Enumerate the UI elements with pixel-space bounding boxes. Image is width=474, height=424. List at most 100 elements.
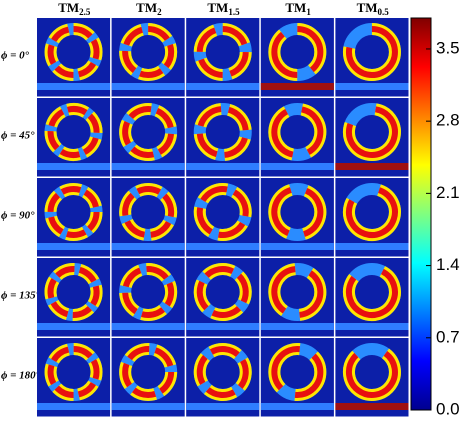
waveguide xyxy=(335,323,409,330)
field-lobe xyxy=(47,186,100,238)
field-lobe xyxy=(196,266,249,318)
column-label-sub: 2.5 xyxy=(79,7,91,17)
ring-core xyxy=(207,117,238,147)
field-lobe xyxy=(345,26,398,78)
field-lobe xyxy=(47,346,100,398)
column-label-base: TM xyxy=(207,0,228,15)
waveguide xyxy=(335,163,409,170)
ring-core xyxy=(356,277,387,307)
waveguide xyxy=(37,83,111,90)
column-label-sub: 1 xyxy=(306,7,311,17)
field-lobe xyxy=(196,26,249,78)
field-lobe xyxy=(271,266,324,318)
column-label: TM1 xyxy=(285,0,311,17)
waveguide xyxy=(186,83,260,90)
colorbar-tick-label: 2.8 xyxy=(436,111,460,130)
column-label: TM0.5 xyxy=(357,0,390,17)
row-label: ϕ = 0° xyxy=(1,50,30,62)
ring-core xyxy=(133,197,164,227)
ring-core xyxy=(58,197,89,227)
waveguide xyxy=(111,83,185,90)
field-lobe xyxy=(122,186,175,238)
field-lobe xyxy=(196,186,249,238)
ring-core xyxy=(356,357,387,387)
row-label: ϕ = 180° xyxy=(1,370,41,382)
row-label: ϕ = 45° xyxy=(1,130,35,142)
ring-core xyxy=(133,357,164,387)
field-lobe xyxy=(345,106,398,158)
column-label-base: TM xyxy=(285,0,306,15)
field-lobe xyxy=(122,346,175,398)
ring-core xyxy=(207,277,238,307)
column-label-base: TM xyxy=(136,0,157,15)
colorbar-tick-label: 0.7 xyxy=(436,327,460,346)
field-lobe xyxy=(47,26,100,78)
waveguide xyxy=(335,403,409,410)
field-lobe xyxy=(122,266,175,318)
field-lobe xyxy=(345,346,398,398)
field-lobe xyxy=(196,106,249,159)
colorbar-tick-label: 0.0 xyxy=(436,399,460,418)
field-lobe xyxy=(271,186,324,239)
ring-core xyxy=(207,197,238,227)
ring-core xyxy=(58,277,89,307)
field-lobe xyxy=(271,26,324,78)
field-lobe xyxy=(122,106,175,158)
column-label: TM2.5 xyxy=(58,0,91,17)
waveguide xyxy=(335,83,409,90)
waveguide xyxy=(111,323,185,330)
waveguide xyxy=(111,243,185,250)
ring-core xyxy=(133,117,164,147)
ring-core xyxy=(58,117,89,147)
ring-core xyxy=(282,277,313,307)
ring-core xyxy=(133,277,164,307)
waveguide xyxy=(260,163,334,170)
waveguide xyxy=(335,243,409,250)
field-lobe xyxy=(345,186,398,238)
ring-core xyxy=(133,37,164,67)
colorbar xyxy=(410,17,432,411)
ring-core xyxy=(282,357,313,387)
waveguide xyxy=(260,323,334,330)
waveguide xyxy=(186,243,260,250)
field-lobe xyxy=(47,266,100,318)
ring-core xyxy=(207,357,238,387)
colorbar-tick-label: 3.5 xyxy=(436,38,460,57)
ring-core xyxy=(356,117,387,147)
field-lobe xyxy=(271,346,324,398)
waveguide xyxy=(37,163,111,170)
waveguide xyxy=(186,163,260,170)
waveguide xyxy=(260,243,334,250)
field-lobe xyxy=(271,106,324,158)
column-label-base: TM xyxy=(357,0,378,15)
waveguide xyxy=(186,323,260,330)
waveguide xyxy=(260,83,334,90)
column-label: TM2 xyxy=(136,0,162,17)
waveguide xyxy=(37,243,111,250)
colorbar-tick-label: 1.4 xyxy=(436,255,460,274)
column-label-sub: 1.5 xyxy=(228,7,240,17)
column-label-base: TM xyxy=(58,0,79,15)
row-label: ϕ = 135° xyxy=(1,290,41,302)
column-label-sub: 2 xyxy=(157,7,162,17)
waveguide xyxy=(111,163,185,170)
field-lobe xyxy=(122,26,175,78)
ring xyxy=(193,103,252,161)
field-lobe xyxy=(196,346,249,398)
colorbar-tick-label: 2.1 xyxy=(436,183,460,202)
waveguide xyxy=(260,403,334,410)
ring-core xyxy=(58,357,89,387)
ring-core xyxy=(282,37,313,67)
field-lobe xyxy=(47,106,100,158)
column-label-sub: 0.5 xyxy=(378,7,390,17)
ring-core xyxy=(207,37,238,67)
waveguide xyxy=(186,403,260,410)
ring-core xyxy=(58,37,89,67)
waveguide xyxy=(37,403,111,410)
ring-core xyxy=(282,197,313,227)
row-label: ϕ = 90° xyxy=(1,210,35,222)
column-label: TM1.5 xyxy=(207,0,240,17)
ring-core xyxy=(282,117,313,147)
ring-core xyxy=(356,37,387,67)
